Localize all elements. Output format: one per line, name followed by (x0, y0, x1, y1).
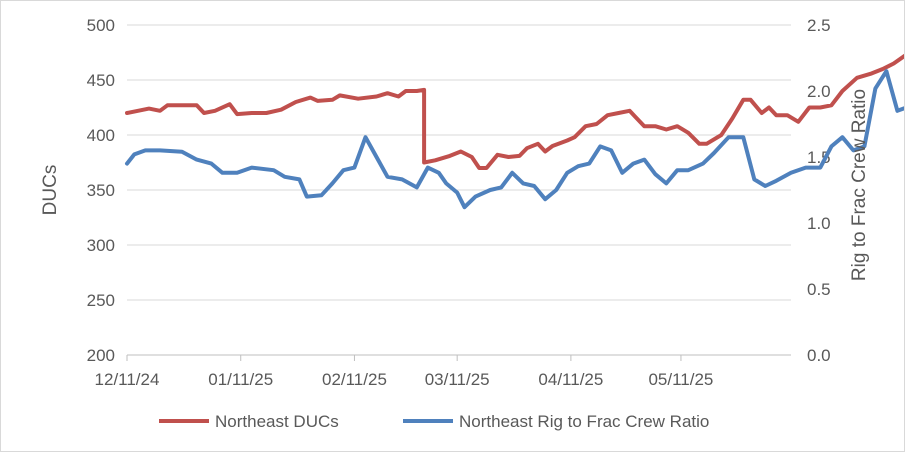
left-tick-label: 250 (87, 291, 115, 310)
left-tick-label: 500 (87, 16, 115, 35)
left-tick-label: 200 (87, 346, 115, 365)
legend-label: Northeast DUCs (215, 412, 339, 431)
right-axis-label: Rig to Frac Crew Ratio (849, 89, 870, 281)
axes: 2002503003504004505000.00.51.01.52.02.51… (87, 16, 831, 389)
series-line-northeast-rig-to-frac-crew-ratio (125, 69, 905, 210)
right-tick-label: 2.5 (807, 16, 831, 35)
right-tick-label: 1.0 (807, 214, 831, 233)
left-tick-label: 450 (87, 71, 115, 90)
right-tick-label: 0.5 (807, 280, 831, 299)
series-layer (125, 53, 905, 210)
series-line-northeast-ducs (125, 53, 905, 170)
right-tick-label: 0.0 (807, 346, 831, 365)
left-tick-label: 400 (87, 126, 115, 145)
x-tick-label: 04/11/25 (538, 370, 603, 389)
gridlines (127, 24, 791, 301)
x-tick-label: 12/11/24 (95, 370, 160, 389)
left-tick-label: 350 (87, 181, 115, 200)
legend: Northeast DUCs Northeast Rig to Frac Crew… (159, 412, 709, 431)
x-tick-label: 03/11/25 (425, 370, 490, 389)
x-tick-label: 05/11/25 (648, 370, 713, 389)
x-tick-label: 02/11/25 (322, 370, 387, 389)
x-tick-label: 01/11/25 (208, 370, 273, 389)
left-tick-label: 300 (87, 236, 115, 255)
right-tick-label: 2.0 (807, 82, 831, 101)
left-axis-label: DUCs (40, 165, 61, 216)
legend-label: Northeast Rig to Frac Crew Ratio (459, 412, 709, 431)
